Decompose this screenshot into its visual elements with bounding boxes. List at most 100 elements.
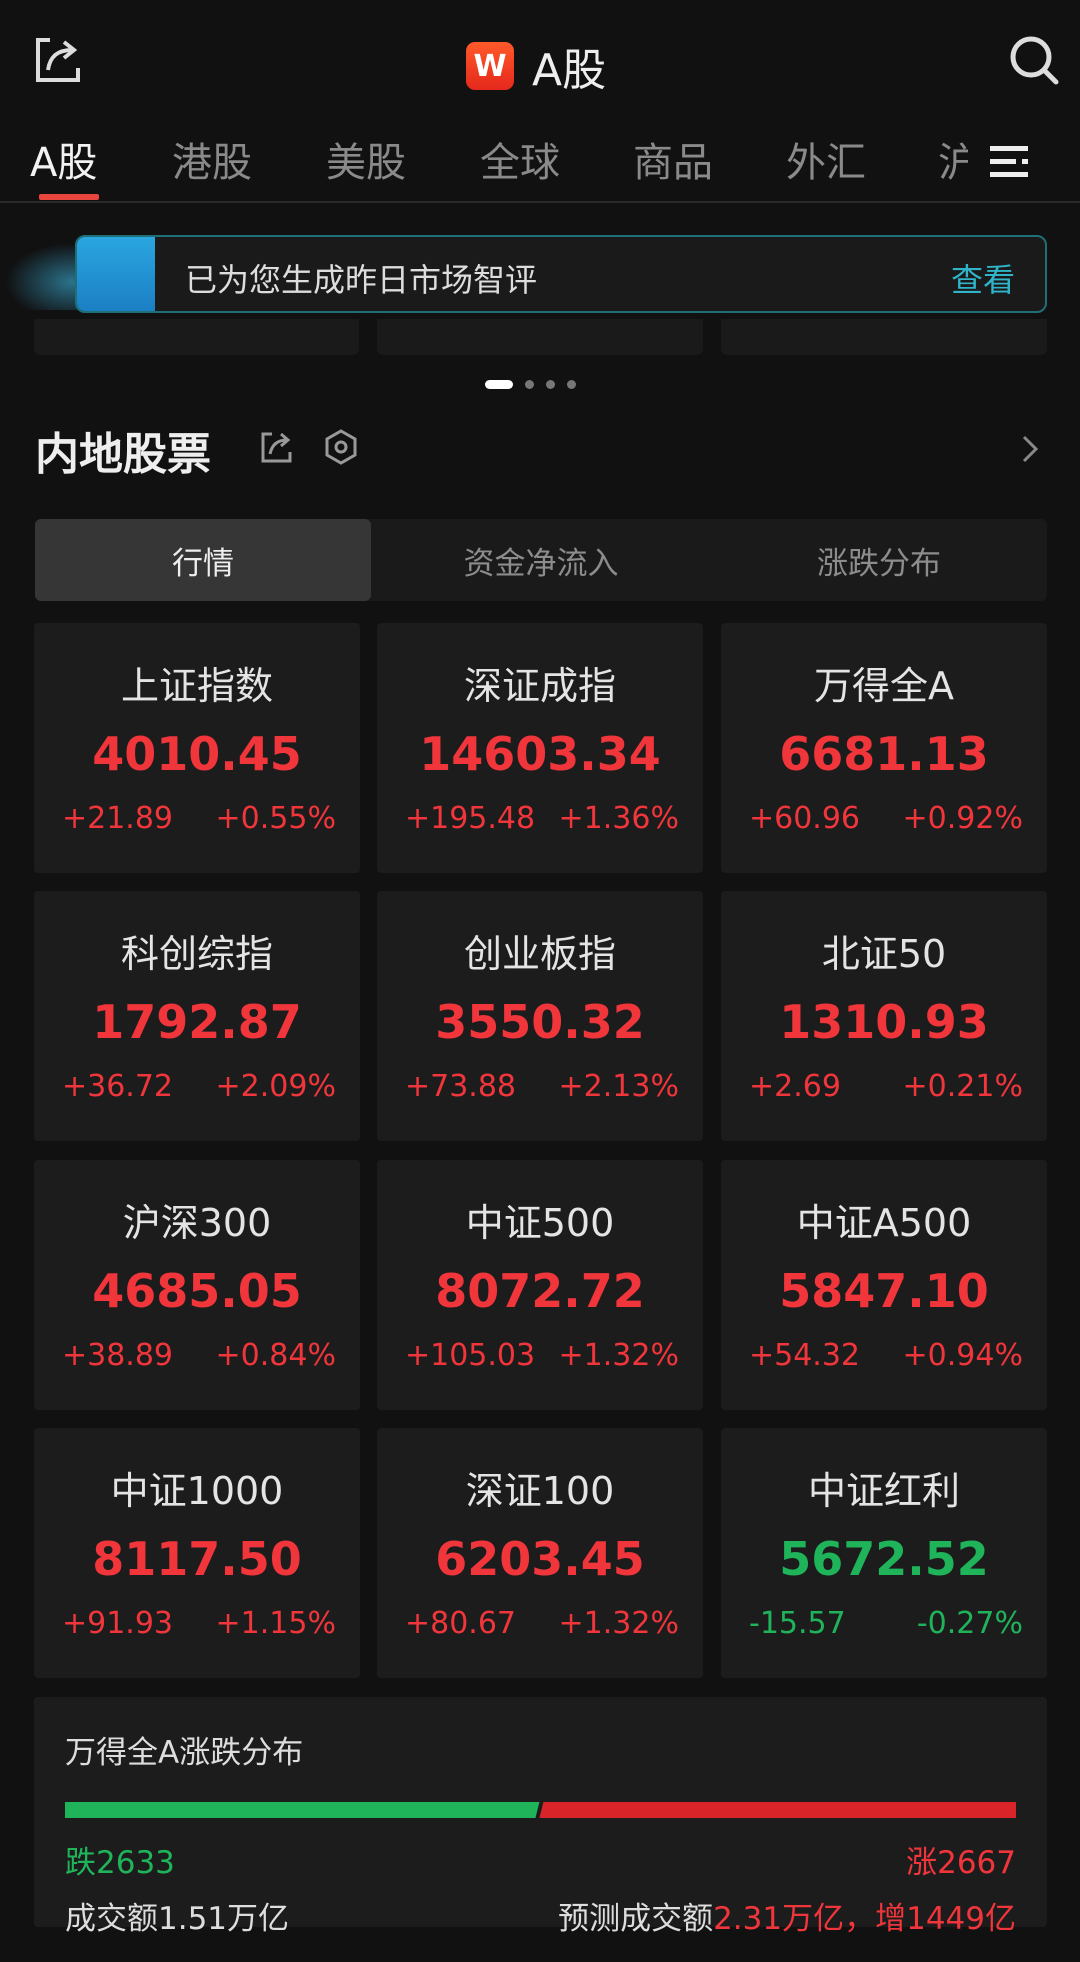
index-change-percent: +0.84% bbox=[215, 1338, 336, 1373]
index-change: +21.89 bbox=[62, 801, 174, 836]
index-change: -15.57 bbox=[749, 1606, 846, 1641]
section-title: 内地股票 bbox=[35, 429, 211, 480]
settings-icon[interactable] bbox=[322, 428, 360, 466]
index-name: 深证成指 bbox=[463, 664, 616, 708]
index-name: 沪深300 bbox=[122, 1201, 272, 1245]
index-price: 4685.05 bbox=[92, 1264, 302, 1318]
rise-count: 涨2667 bbox=[906, 1845, 1016, 1881]
index-price: 8117.50 bbox=[92, 1532, 302, 1586]
index-price: 8072.72 bbox=[435, 1264, 645, 1318]
view-link[interactable]: 查看 bbox=[950, 261, 1015, 299]
forecast-turnover: 预测成交额2.31万亿，增1449亿 bbox=[558, 1893, 1016, 1938]
title-text: A股 bbox=[532, 45, 607, 96]
page-title: W A股 bbox=[466, 34, 606, 98]
index-change-percent: +1.32% bbox=[558, 1606, 679, 1641]
rise-segment bbox=[539, 1802, 1016, 1818]
banner-text: 已为您生成昨日市场智评 bbox=[185, 261, 538, 299]
tab-commodity[interactable]: 商品 bbox=[633, 140, 713, 186]
tab-a-share[interactable]: A股 bbox=[30, 140, 98, 186]
segmented-control: 行情 资金净流入 涨跌分布 bbox=[35, 519, 1047, 601]
carousel-dots bbox=[485, 380, 576, 389]
index-name: 中证A500 bbox=[796, 1201, 972, 1245]
carousel-dot[interactable] bbox=[485, 380, 513, 389]
banner-accent bbox=[77, 237, 155, 311]
index-change-percent: +2.09% bbox=[215, 1069, 336, 1104]
index-change: +38.89 bbox=[62, 1338, 174, 1373]
rise-fall-bar bbox=[65, 1802, 1016, 1818]
index-change: +80.67 bbox=[405, 1606, 517, 1641]
index-change: +2.69 bbox=[749, 1069, 841, 1104]
index-change: +60.96 bbox=[749, 801, 861, 836]
index-price: 6203.45 bbox=[435, 1532, 645, 1586]
tab-forex[interactable]: 外汇 bbox=[786, 140, 866, 186]
index-change: +73.88 bbox=[405, 1069, 517, 1104]
distribution-card[interactable]: 万得全A涨跌分布 跌2633 涨2667 成交额1.51万亿 预测成交额2.31… bbox=[34, 1697, 1047, 1937]
forecast-label: 预测成交额 bbox=[558, 1901, 714, 1937]
fall-segment bbox=[65, 1802, 540, 1818]
index-price: 5672.52 bbox=[779, 1532, 989, 1586]
wind-logo: W bbox=[466, 42, 514, 90]
segment-net-inflow[interactable]: 资金净流入 bbox=[463, 545, 619, 582]
index-name: 中证1000 bbox=[110, 1469, 284, 1513]
tab-more[interactable]: 沪 bbox=[938, 140, 968, 186]
index-name: 北证50 bbox=[821, 932, 947, 976]
index-change: +105.03 bbox=[405, 1338, 536, 1373]
forecast-value: 2.31万亿，增1449亿 bbox=[713, 1901, 1016, 1937]
segment-quotes[interactable]: 行情 bbox=[35, 519, 371, 601]
index-change: +91.93 bbox=[62, 1606, 174, 1641]
share-icon[interactable] bbox=[34, 36, 82, 84]
chevron-right-icon[interactable] bbox=[1018, 432, 1042, 466]
index-price: 1310.93 bbox=[779, 995, 989, 1049]
carousel-card[interactable] bbox=[34, 319, 359, 355]
carousel-dot[interactable] bbox=[567, 380, 576, 389]
index-card[interactable]: 深证成指 14603.34 +195.48 +1.36% bbox=[377, 623, 703, 873]
index-price: 5847.10 bbox=[779, 1264, 989, 1318]
index-card[interactable]: 上证指数 4010.45 +21.89 +0.55% bbox=[34, 623, 360, 873]
index-card[interactable]: 科创综指 1792.87 +36.72 +2.09% bbox=[34, 891, 360, 1141]
index-card[interactable]: 中证A500 5847.10 +54.32 +0.94% bbox=[721, 1160, 1047, 1410]
active-tab-indicator bbox=[39, 194, 99, 200]
index-name: 创业板指 bbox=[463, 932, 616, 976]
index-card[interactable]: 万得全A 6681.13 +60.96 +0.92% bbox=[721, 623, 1047, 873]
index-name: 中证500 bbox=[465, 1201, 615, 1245]
index-card[interactable]: 中证红利 5672.52 -15.57 -0.27% bbox=[721, 1428, 1047, 1678]
index-name: 科创综指 bbox=[120, 932, 273, 976]
index-card[interactable]: 深证100 6203.45 +80.67 +1.32% bbox=[377, 1428, 703, 1678]
index-card[interactable]: 沪深300 4685.05 +38.89 +0.84% bbox=[34, 1160, 360, 1410]
top-bar: W A股 bbox=[0, 0, 1080, 120]
index-price: 14603.34 bbox=[419, 727, 661, 781]
tab-global[interactable]: 全球 bbox=[480, 140, 560, 186]
index-price: 3550.32 bbox=[435, 995, 645, 1049]
carousel-card[interactable] bbox=[721, 319, 1047, 355]
index-change-percent: +1.36% bbox=[558, 801, 679, 836]
index-name: 万得全A bbox=[814, 664, 954, 708]
index-change: +54.32 bbox=[749, 1338, 861, 1373]
index-name: 上证指数 bbox=[120, 664, 273, 708]
index-price: 4010.45 bbox=[92, 727, 302, 781]
index-change: +36.72 bbox=[62, 1069, 174, 1104]
index-change-percent: -0.27% bbox=[916, 1606, 1023, 1641]
tab-us[interactable]: 美股 bbox=[326, 140, 406, 186]
index-change-percent: +0.92% bbox=[902, 801, 1023, 836]
carousel-card[interactable] bbox=[377, 319, 703, 355]
index-card[interactable]: 中证500 8072.72 +105.03 +1.32% bbox=[377, 1160, 703, 1410]
index-change-percent: +1.15% bbox=[215, 1606, 336, 1641]
index-change-percent: +2.13% bbox=[558, 1069, 679, 1104]
menu-icon[interactable] bbox=[990, 144, 1032, 178]
search-icon[interactable] bbox=[1008, 34, 1060, 86]
tab-hk[interactable]: 港股 bbox=[172, 140, 252, 186]
index-change-percent: +0.55% bbox=[215, 801, 336, 836]
index-name: 中证红利 bbox=[807, 1469, 960, 1513]
index-card[interactable]: 创业板指 3550.32 +73.88 +2.13% bbox=[377, 891, 703, 1141]
index-price: 1792.87 bbox=[92, 995, 302, 1049]
share-icon[interactable] bbox=[260, 430, 294, 464]
index-card[interactable]: 中证1000 8117.50 +91.93 +1.15% bbox=[34, 1428, 360, 1678]
carousel-dot[interactable] bbox=[525, 380, 534, 389]
index-name: 深证100 bbox=[465, 1469, 615, 1513]
index-change-percent: +0.21% bbox=[902, 1069, 1023, 1104]
carousel-dot[interactable] bbox=[546, 380, 555, 389]
distribution-title: 万得全A涨跌分布 bbox=[65, 1735, 304, 1771]
segment-distribution[interactable]: 涨跌分布 bbox=[817, 545, 941, 582]
index-card[interactable]: 北证50 1310.93 +2.69 +0.21% bbox=[721, 891, 1047, 1141]
ai-review-banner[interactable]: 已为您生成昨日市场智评 查看 bbox=[75, 235, 1047, 313]
